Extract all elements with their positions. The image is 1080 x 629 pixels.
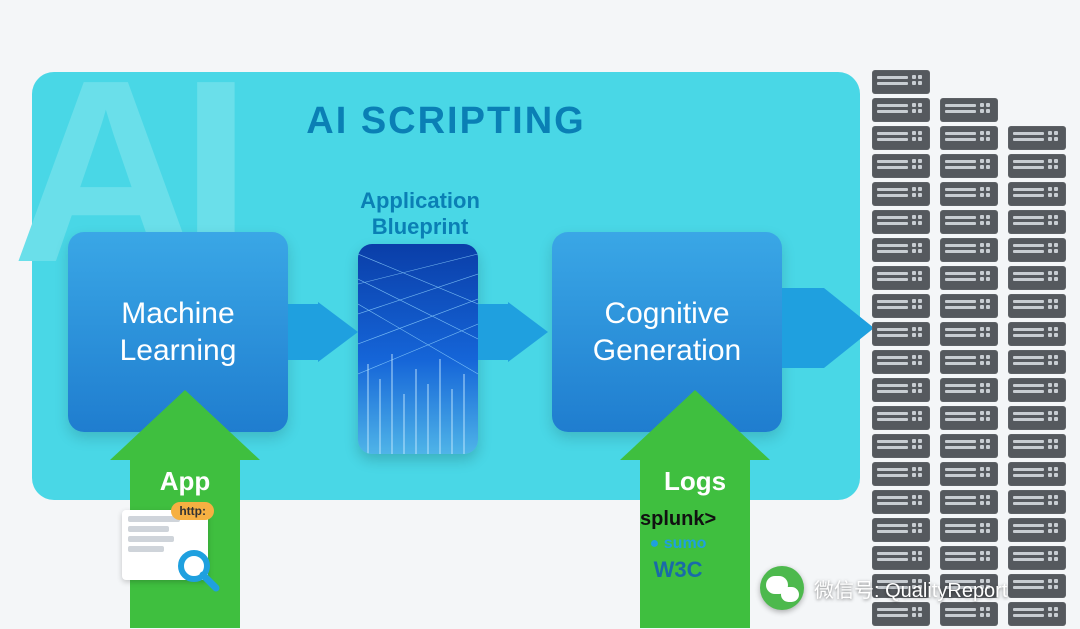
server-unit bbox=[1008, 210, 1066, 234]
server-unit bbox=[1008, 126, 1066, 150]
server-unit bbox=[940, 434, 998, 458]
wechat-prefix: 微信号: bbox=[814, 580, 880, 602]
vendor-label: splunk> bbox=[640, 508, 716, 531]
server-unit bbox=[872, 462, 930, 486]
ml-label-line1: Machine bbox=[121, 297, 234, 330]
server-unit bbox=[872, 434, 930, 458]
server-unit bbox=[1008, 518, 1066, 542]
server-column bbox=[872, 70, 930, 629]
server-unit bbox=[940, 266, 998, 290]
server-unit bbox=[872, 378, 930, 402]
server-unit bbox=[940, 294, 998, 318]
app-arrow-label: App bbox=[160, 466, 211, 497]
server-unit bbox=[940, 350, 998, 374]
blueprint-image bbox=[358, 244, 478, 454]
server-unit bbox=[872, 490, 930, 514]
server-unit bbox=[1008, 602, 1066, 626]
server-unit bbox=[1008, 266, 1066, 290]
cg-label-line2: Generation bbox=[593, 334, 741, 367]
arrow-cg-to-servers bbox=[782, 288, 874, 368]
server-unit bbox=[872, 210, 930, 234]
server-unit bbox=[940, 462, 998, 486]
server-unit bbox=[872, 182, 930, 206]
log-vendors: splunk> ● sumo W3C bbox=[640, 508, 716, 583]
server-unit bbox=[872, 70, 930, 94]
server-unit bbox=[1008, 546, 1066, 570]
server-unit bbox=[872, 266, 930, 290]
arrow-ml-to-blueprint bbox=[288, 302, 358, 362]
server-unit bbox=[1008, 154, 1066, 178]
server-unit bbox=[940, 238, 998, 262]
server-unit bbox=[940, 518, 998, 542]
http-app-icon: http: bbox=[122, 510, 208, 580]
server-unit bbox=[1008, 294, 1066, 318]
diagram-canvas: AI AI SCRIPTING Machine Learning Applica… bbox=[0, 0, 1080, 629]
server-unit bbox=[872, 294, 930, 318]
server-unit bbox=[940, 322, 998, 346]
wechat-id: QualityReport bbox=[885, 580, 1007, 602]
server-unit bbox=[940, 126, 998, 150]
server-unit bbox=[1008, 182, 1066, 206]
server-unit bbox=[1008, 238, 1066, 262]
blueprint-label: Application Blueprint bbox=[355, 188, 485, 240]
ml-label-line2: Learning bbox=[120, 334, 237, 367]
arrow-blueprint-to-cg bbox=[478, 302, 548, 362]
logs-arrow-label: Logs bbox=[664, 466, 726, 497]
server-unit bbox=[872, 350, 930, 374]
vendor-label: ● sumo bbox=[650, 535, 707, 553]
server-unit bbox=[872, 238, 930, 262]
server-unit bbox=[940, 154, 998, 178]
server-unit bbox=[872, 98, 930, 122]
server-unit bbox=[940, 98, 998, 122]
server-unit bbox=[1008, 434, 1066, 458]
server-unit bbox=[940, 378, 998, 402]
vendor-label: W3C bbox=[654, 557, 703, 583]
server-unit bbox=[872, 406, 930, 430]
server-unit bbox=[872, 154, 930, 178]
magnifier-icon bbox=[176, 548, 222, 594]
server-unit bbox=[1008, 322, 1066, 346]
server-unit bbox=[1008, 350, 1066, 374]
server-unit bbox=[940, 182, 998, 206]
server-unit bbox=[1008, 490, 1066, 514]
server-unit bbox=[1008, 406, 1066, 430]
server-unit bbox=[1008, 574, 1066, 598]
server-racks bbox=[872, 20, 1066, 629]
server-unit bbox=[940, 210, 998, 234]
server-unit bbox=[872, 322, 930, 346]
server-unit bbox=[940, 490, 998, 514]
server-column bbox=[1008, 126, 1066, 629]
server-unit bbox=[1008, 378, 1066, 402]
cg-label-line1: Cognitive bbox=[604, 297, 729, 330]
server-unit bbox=[1008, 462, 1066, 486]
wechat-icon bbox=[760, 566, 804, 610]
server-unit bbox=[872, 518, 930, 542]
server-column bbox=[940, 98, 998, 629]
panel-title: AI SCRIPTING bbox=[32, 100, 860, 143]
server-unit bbox=[940, 406, 998, 430]
server-unit bbox=[872, 126, 930, 150]
http-pill: http: bbox=[171, 502, 214, 520]
wechat-watermark: 微信号: QualityReport bbox=[760, 566, 1007, 610]
